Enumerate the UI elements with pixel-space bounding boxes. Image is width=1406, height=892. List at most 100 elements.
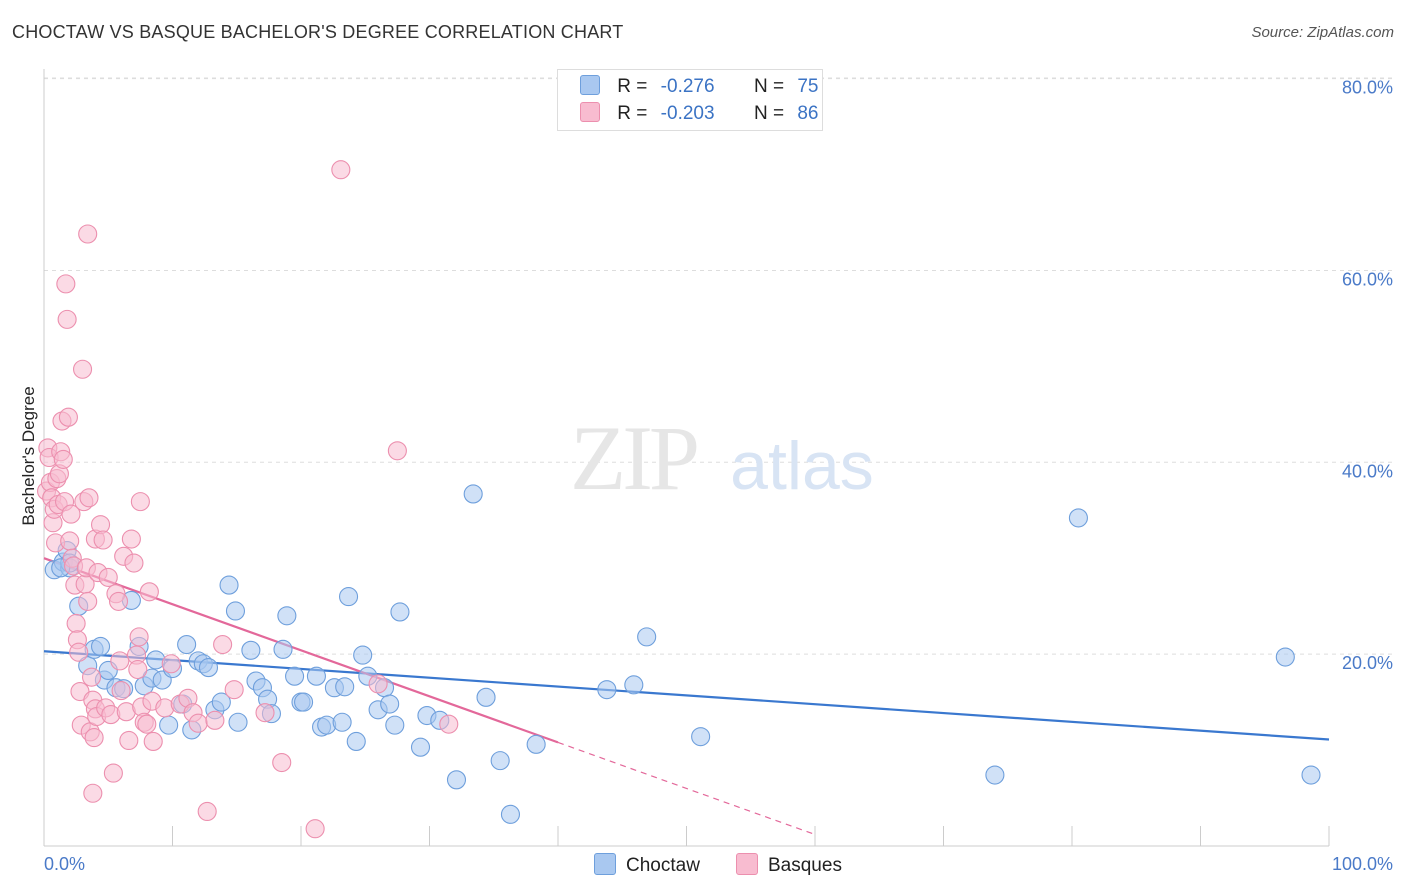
basques-point (78, 224, 98, 244)
basques-point (255, 703, 275, 723)
grid-lines (44, 77, 1392, 655)
basques-point (124, 553, 144, 573)
basques-r-label: R = (617, 103, 648, 124)
choctaw-point (446, 770, 467, 790)
basques-point (139, 582, 159, 602)
choctaw-point (306, 666, 326, 686)
choctaw-point (353, 645, 373, 665)
choctaw-n-value: 75 (797, 76, 819, 97)
basques-point (69, 642, 89, 662)
y-tick-labels: 20.0% 40.0% 60.0% 80.0% (1342, 78, 1393, 674)
basques-trend-extension (557, 741, 816, 836)
choctaw-point (335, 677, 355, 697)
legend-row-basques: R = -0.203 N = 86 (580, 102, 818, 126)
y-tick-label: 60.0% (1342, 269, 1393, 289)
basques-point (331, 160, 351, 180)
basques-point (121, 529, 141, 549)
choctaw-point (273, 639, 293, 659)
basques-point (84, 728, 104, 748)
basques-n-label: N = (753, 103, 785, 124)
zipatlas-watermark: ZIP atlas (570, 407, 874, 509)
basques-swatch (580, 102, 600, 122)
data-points (37, 160, 1321, 839)
choctaw-point (526, 734, 546, 754)
choctaw-point (691, 727, 711, 747)
choctaw-point (500, 804, 521, 824)
basques-point (53, 449, 73, 469)
basques-point (79, 488, 99, 508)
basques-n-value: 86 (797, 103, 819, 124)
choctaw-point (490, 751, 510, 771)
basques-point (60, 531, 80, 551)
basques-legend-label: Basques (768, 855, 842, 876)
choctaw-point (637, 627, 657, 647)
choctaw-point (211, 692, 231, 712)
choctaw-point (1275, 647, 1295, 667)
choctaw-point (317, 715, 337, 735)
choctaw-r-value: -0.276 (660, 76, 715, 97)
basques-point (197, 801, 217, 822)
basques-point (57, 309, 77, 329)
choctaw-point (294, 692, 314, 712)
basques-point (305, 819, 325, 839)
basques-point (143, 731, 163, 751)
basques-point (137, 714, 157, 734)
choctaw-point (346, 731, 366, 751)
basques-point (161, 654, 181, 674)
basques-point (224, 680, 244, 700)
x-tick-labels: 0.0% 100.0% (44, 854, 1393, 874)
choctaw-point (385, 715, 405, 735)
choctaw-point (390, 602, 410, 622)
svg-text:ZIP: ZIP (570, 407, 697, 509)
y-tick-label: 80.0% (1342, 78, 1393, 98)
choctaw-trend-line (43, 650, 1330, 741)
legend-row-choctaw: R = -0.276 N = 75 (580, 75, 818, 99)
choctaw-point (476, 687, 496, 707)
basques-point (439, 714, 459, 734)
stats-legend: R = -0.276 N = 75 R = -0.203 N = 86 (557, 69, 823, 131)
choctaw-legend-label: Choctaw (626, 855, 700, 876)
chart-title: CHOCTAW VS BASQUE BACHELOR'S DEGREE CORR… (12, 22, 624, 42)
choctaw-point (241, 640, 261, 660)
y-tick-label: 40.0% (1342, 461, 1393, 481)
basques-point (130, 492, 150, 512)
choctaw-point (90, 636, 111, 657)
basques-point (368, 674, 388, 694)
x-tick-label: 100.0% (1332, 854, 1393, 874)
choctaw-point (219, 575, 239, 595)
choctaw-r-label: R = (617, 76, 648, 97)
choctaw-point (463, 484, 483, 504)
basques-point (101, 705, 121, 725)
choctaw-point (285, 666, 305, 686)
choctaw-legend-swatch (594, 853, 616, 875)
basques-point (73, 359, 93, 379)
x-tick-label: 0.0% (44, 854, 85, 874)
choctaw-point (410, 737, 431, 757)
choctaw-n-label: N = (753, 76, 785, 97)
basques-point (81, 667, 102, 687)
basques-trend-line (43, 557, 559, 744)
choctaw-point (985, 765, 1005, 785)
basques-point (56, 274, 76, 294)
choctaw-point (1301, 765, 1321, 785)
choctaw-point (338, 587, 359, 607)
legend-item-choctaw: Choctaw (594, 853, 700, 877)
basques-point (188, 713, 208, 733)
basques-point (103, 763, 123, 783)
series-legend: Choctaw Basques (0, 853, 1406, 877)
basques-point (205, 710, 225, 730)
basques-point (129, 627, 149, 647)
source-credit: Source: ZipAtlas.com (1251, 24, 1394, 41)
choctaw-point (1068, 508, 1088, 528)
y-axis-label: Bachelor's Degree (19, 386, 38, 525)
basques-point (93, 530, 113, 550)
y-tick-label: 20.0% (1342, 653, 1393, 673)
legend-item-basques: Basques (736, 853, 842, 877)
basques-point (119, 730, 139, 751)
basques-r-value: -0.203 (660, 103, 715, 124)
basques-point (128, 659, 148, 680)
choctaw-point (225, 601, 246, 621)
svg-text:atlas: atlas (730, 428, 874, 504)
basques-point (83, 783, 103, 803)
